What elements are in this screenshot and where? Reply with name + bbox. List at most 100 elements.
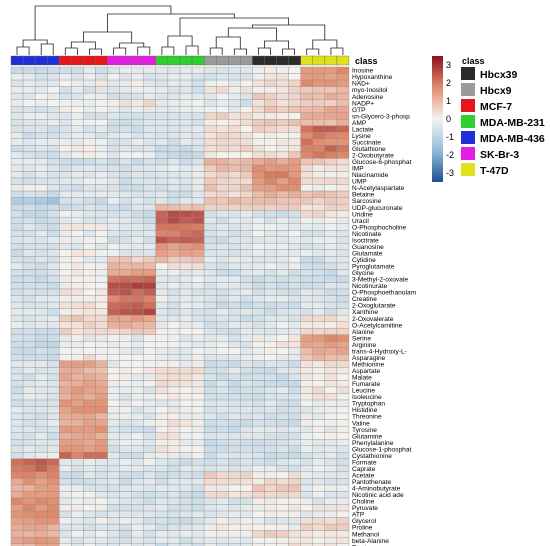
heatmap-cell bbox=[288, 530, 301, 538]
heatmap-cell bbox=[264, 79, 277, 87]
heatmap-cell bbox=[264, 517, 277, 525]
heatmap-cell bbox=[324, 66, 338, 74]
heatmap-cell bbox=[119, 334, 132, 342]
heatmap-cell bbox=[264, 301, 277, 309]
heatmap-cell bbox=[324, 138, 338, 146]
heatmap-cell bbox=[240, 360, 253, 368]
heatmap-cell bbox=[95, 439, 108, 446]
heatmap-cell bbox=[47, 445, 60, 453]
heatmap-cell bbox=[59, 301, 72, 309]
heatmap-cell bbox=[167, 354, 181, 362]
heatmap-cell bbox=[276, 321, 289, 329]
metabolite-label: Glycerol bbox=[352, 518, 377, 525]
heatmap-cell bbox=[336, 354, 350, 362]
heatmap-cell bbox=[155, 341, 169, 348]
heatmap-cell bbox=[143, 354, 157, 362]
heatmap-cell bbox=[10, 177, 24, 185]
heatmap-cell bbox=[71, 412, 84, 420]
heatmap-cell bbox=[131, 452, 144, 459]
heatmap-cell bbox=[10, 66, 24, 74]
heatmap-cell bbox=[216, 497, 229, 505]
heatmap-cell bbox=[34, 106, 48, 113]
heatmap-cell bbox=[312, 530, 325, 538]
metabolite-label: Succinate bbox=[352, 139, 381, 146]
heatmap-cell bbox=[22, 145, 36, 153]
heatmap-cell bbox=[10, 119, 24, 126]
heatmap-cell bbox=[276, 458, 289, 466]
heatmap-cell bbox=[191, 151, 205, 159]
heatmap-cell bbox=[300, 491, 313, 499]
heatmap-cell bbox=[131, 164, 144, 172]
heatmap-cell bbox=[143, 275, 157, 283]
heatmap-cell bbox=[264, 99, 277, 107]
metabolite-label: 2-Oxobutyrate bbox=[352, 153, 394, 160]
heatmap-cell bbox=[22, 210, 36, 218]
heatmap-cell bbox=[22, 132, 36, 140]
heatmap-cell bbox=[300, 66, 313, 74]
heatmap-cell bbox=[95, 99, 108, 107]
heatmap-cell bbox=[107, 497, 120, 505]
heatmap-cell bbox=[179, 328, 193, 335]
heatmap-cell bbox=[143, 151, 157, 159]
heatmap-cell bbox=[155, 230, 169, 237]
heatmap-cell bbox=[276, 145, 289, 153]
heatmap-cell bbox=[34, 92, 48, 100]
heatmap-cell bbox=[131, 86, 144, 94]
heatmap-cell bbox=[107, 177, 120, 185]
heatmap-cell bbox=[336, 269, 350, 277]
heatmap-cell bbox=[216, 177, 229, 185]
heatmap-cell bbox=[167, 73, 181, 81]
heatmap-cell bbox=[167, 138, 181, 146]
heatmap-cell bbox=[47, 262, 60, 270]
heatmap-cell bbox=[240, 79, 253, 87]
heatmap-cell bbox=[10, 536, 24, 544]
heatmap-cell bbox=[252, 223, 265, 231]
heatmap-cell bbox=[10, 223, 24, 231]
heatmap-cell bbox=[228, 243, 241, 251]
heatmap-cell bbox=[167, 432, 181, 440]
class-bar-cell bbox=[47, 55, 60, 66]
heatmap-cell bbox=[83, 341, 96, 348]
heatmap-cell bbox=[288, 288, 301, 296]
heatmap-cell bbox=[216, 145, 229, 153]
heatmap-cell bbox=[336, 484, 350, 492]
heatmap-cell bbox=[143, 73, 157, 81]
dendrogram-link bbox=[258, 47, 271, 55]
heatmap-cell bbox=[34, 321, 48, 329]
heatmap-cell bbox=[155, 92, 169, 100]
heatmap-cell bbox=[47, 439, 60, 446]
heatmap-cell bbox=[47, 367, 60, 375]
heatmap-cell bbox=[216, 517, 229, 525]
metabolite-label: Fumarate bbox=[352, 381, 381, 388]
heatmap-cell bbox=[276, 432, 289, 440]
heatmap-cell bbox=[203, 164, 217, 172]
heatmap-cell bbox=[155, 504, 169, 512]
heatmap-cell bbox=[22, 465, 36, 473]
heatmap-cell bbox=[300, 190, 313, 198]
heatmap-cell bbox=[216, 341, 229, 348]
heatmap-cell bbox=[107, 314, 120, 322]
heatmap-cell bbox=[10, 308, 24, 316]
heatmap-cell bbox=[167, 210, 181, 218]
heatmap-cell bbox=[276, 491, 289, 499]
heatmap-cell bbox=[34, 419, 48, 427]
heatmap-cell bbox=[276, 197, 289, 205]
heatmap-cell bbox=[276, 399, 289, 407]
legend-swatch bbox=[461, 147, 475, 160]
heatmap-cell bbox=[119, 347, 132, 355]
heatmap-cell bbox=[155, 249, 169, 257]
heatmap-cell bbox=[131, 425, 144, 433]
heatmap-cell bbox=[167, 119, 181, 126]
heatmap-cell bbox=[203, 530, 217, 538]
heatmap-cell bbox=[276, 184, 289, 192]
heatmap-cell bbox=[95, 106, 108, 113]
heatmap-cell bbox=[131, 334, 144, 342]
heatmap-cell bbox=[22, 164, 36, 172]
heatmap-cell bbox=[143, 360, 157, 368]
heatmap-cell bbox=[47, 386, 60, 394]
heatmap-cell bbox=[252, 217, 265, 224]
heatmap-cell bbox=[47, 393, 60, 401]
class-bar-cell bbox=[252, 55, 265, 66]
dendrogram-link bbox=[179, 17, 289, 36]
heatmap-cell bbox=[336, 523, 350, 531]
